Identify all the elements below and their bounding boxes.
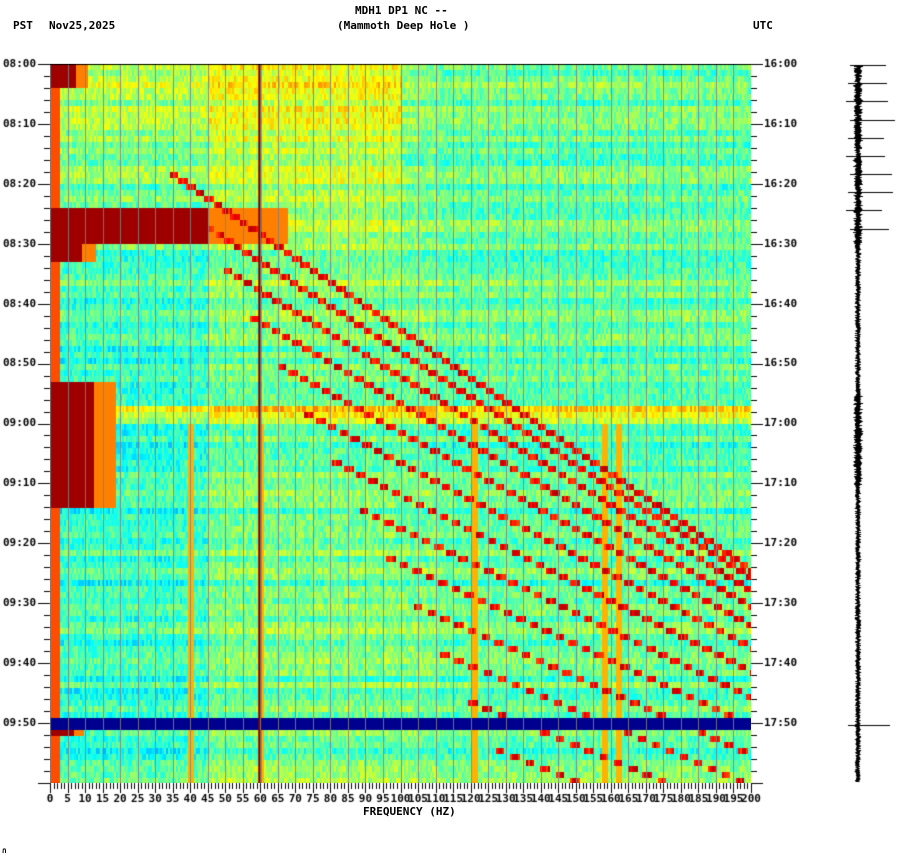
seismogram-trace (830, 60, 902, 785)
x-axis-label: FREQUENCY (HZ) (363, 805, 456, 818)
corner-mark-icon: ∩ (2, 846, 7, 855)
